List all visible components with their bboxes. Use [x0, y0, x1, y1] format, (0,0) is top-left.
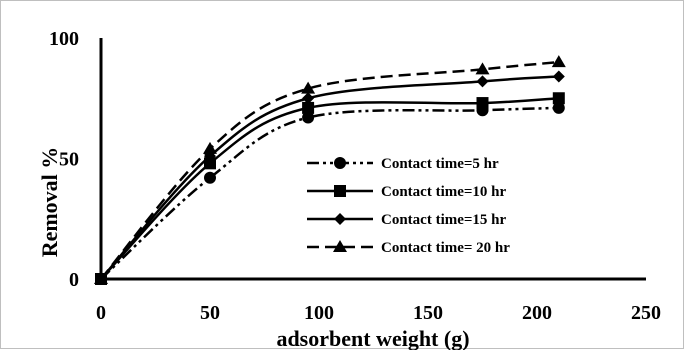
axes — [99, 38, 646, 281]
marker-diamond — [302, 92, 315, 105]
series-line — [100, 60, 559, 280]
marker-square — [552, 92, 565, 105]
legend-item: Contact time= 20 hr — [307, 240, 510, 256]
y-tick-label: 50 — [59, 149, 79, 171]
legend-item: Contact time=10 hr — [307, 184, 507, 200]
marker-triangle — [301, 81, 316, 94]
legend-item: Contact time=5 hr — [307, 156, 499, 172]
legend-label: Contact time= 20 hr — [381, 240, 510, 256]
marker-diamond — [552, 70, 565, 83]
marker-triangle — [203, 141, 217, 154]
legend: Contact time=5 hr Contact time=10 hr Conta… — [307, 156, 510, 256]
y-axis-title: Removal % — [37, 147, 62, 258]
x-tick-label: 250 — [631, 302, 661, 324]
marker-circle — [204, 171, 216, 184]
y-tick-label: 0 — [69, 269, 79, 291]
x-axis-title: adsorbent weight (g) — [276, 326, 469, 350]
legend-item: Contact time=15 hr — [307, 212, 507, 228]
x-tick-label: 0 — [96, 302, 106, 324]
marker-square — [476, 97, 489, 110]
y-tick-labels: 0 50 100 — [49, 28, 79, 291]
marker-diamond — [476, 75, 489, 88]
x-tick-label: 100 — [304, 302, 334, 324]
y-tick-label: 100 — [49, 28, 79, 50]
marker-triangle — [333, 240, 347, 252]
marker-triangle — [475, 62, 490, 75]
x-tick-label: 50 — [200, 302, 220, 324]
marker-diamond — [334, 213, 346, 225]
marker-circle — [302, 111, 315, 124]
x-tick-label: 200 — [522, 302, 552, 324]
marker-square — [334, 185, 346, 197]
legend-label: Contact time=10 hr — [381, 184, 507, 200]
x-tick-label: 150 — [413, 302, 443, 324]
series-group — [94, 55, 566, 285]
marker-triangle — [94, 272, 108, 284]
legend-label: Contact time=15 hr — [381, 212, 507, 228]
marker-square — [302, 101, 315, 114]
series-4 — [94, 55, 566, 284]
series-1 — [95, 101, 565, 285]
x-tick-labels: 0 50 100 150 200 250 — [96, 302, 661, 324]
marker-triangle — [551, 55, 566, 68]
marker-circle — [334, 157, 346, 169]
legend-label: Contact time=5 hr — [381, 156, 499, 172]
marker-circle — [552, 101, 565, 114]
